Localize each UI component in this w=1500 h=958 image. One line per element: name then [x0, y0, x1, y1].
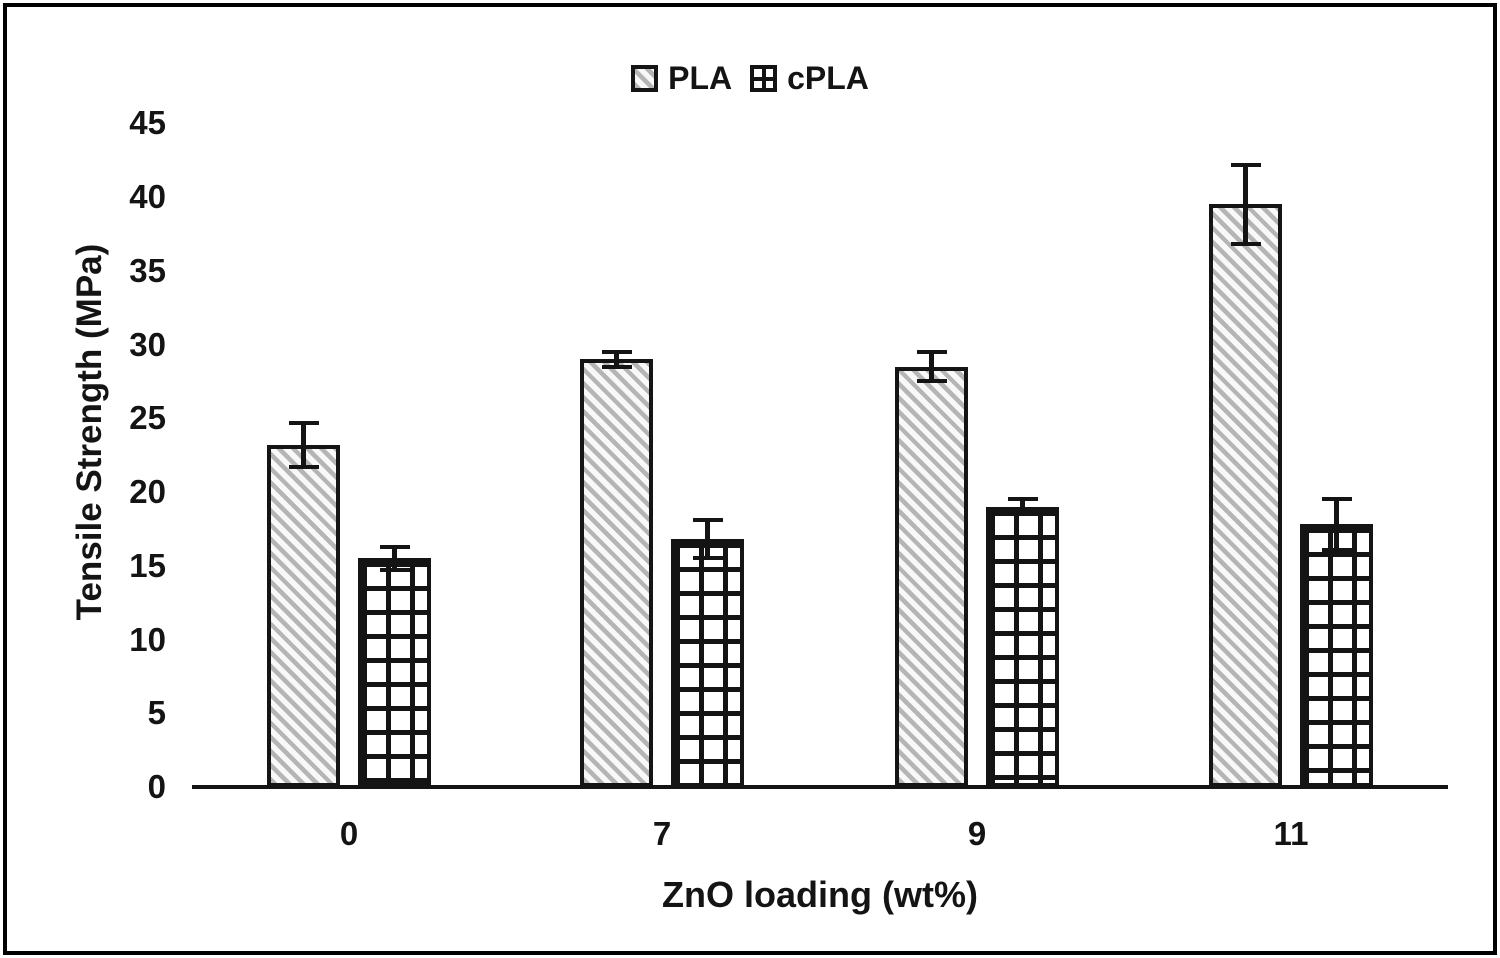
error-cap-top-cPLA-9 [1007, 497, 1038, 502]
error-bar-PLA-0 [301, 422, 306, 467]
error-cap-top-cPLA-7 [692, 518, 723, 523]
error-bar-PLA-7 [614, 351, 619, 367]
bar-PLA-11 [1209, 204, 1282, 787]
bar-cPLA-0 [358, 558, 431, 787]
error-cap-top-PLA-7 [601, 349, 632, 354]
error-cap-bottom-cPLA-11 [1321, 547, 1352, 552]
y-tick-label-5: 5 [147, 694, 166, 732]
error-cap-top-PLA-11 [1230, 162, 1261, 167]
error-bar-cPLA-7 [705, 520, 710, 559]
x-axis-title: ZnO loading (wt%) [662, 874, 978, 915]
error-cap-bottom-PLA-9 [916, 379, 947, 384]
error-cap-bottom-cPLA-9 [1007, 512, 1038, 517]
y-tick-label-35: 35 [129, 251, 166, 289]
legend-item-cpla: cPLA [750, 60, 869, 97]
legend-label-cpla: cPLA [787, 60, 869, 96]
error-cap-bottom-cPLA-0 [379, 568, 410, 573]
bar-cPLA-11 [1300, 524, 1373, 787]
error-cap-top-PLA-9 [916, 349, 947, 354]
cpla-grid-hatch-swatch-icon [750, 65, 778, 92]
y-tick-label-40: 40 [129, 178, 166, 215]
error-bar-cPLA-9 [1020, 499, 1025, 515]
legend: PLA cPLA [0, 60, 1500, 97]
legend-item-pla: PLA [631, 60, 732, 97]
error-cap-top-PLA-0 [288, 420, 319, 425]
y-tick-label-0: 0 [147, 768, 166, 805]
y-tick-label-30: 30 [129, 325, 166, 363]
pla-diagonal-hatch-swatch-icon [631, 65, 659, 92]
bar-PLA-0 [267, 444, 340, 787]
error-cap-top-cPLA-0 [379, 544, 410, 549]
error-cap-bottom-cPLA-7 [692, 556, 723, 561]
error-bar-cPLA-0 [392, 546, 397, 571]
y-tick-label-20: 20 [129, 473, 166, 510]
legend-label-pla: PLA [668, 60, 733, 96]
x-category-label-0: 0 [339, 815, 359, 852]
error-bar-cPLA-11 [1334, 499, 1339, 550]
bar-PLA-7 [580, 359, 653, 787]
error-cap-bottom-PLA-11 [1230, 242, 1261, 247]
error-cap-top-cPLA-11 [1321, 497, 1352, 502]
error-cap-bottom-PLA-7 [601, 364, 632, 369]
error-cap-bottom-PLA-0 [288, 464, 319, 469]
y-tick-label-45: 45 [129, 104, 166, 142]
y-tick-label-15: 15 [129, 546, 166, 584]
bar-cPLA-9 [986, 506, 1059, 787]
y-tick-label-25: 25 [129, 399, 166, 437]
error-bar-PLA-9 [929, 351, 934, 382]
x-axis-line [192, 785, 1448, 789]
bar-cPLA-7 [671, 539, 744, 787]
error-bar-PLA-11 [1243, 164, 1248, 245]
y-tick-label-10: 10 [129, 620, 166, 658]
bar-PLA-9 [895, 366, 968, 787]
x-category-label-7: 7 [652, 815, 672, 852]
x-category-label-11: 11 [1273, 815, 1309, 852]
x-category-label-9: 9 [967, 815, 987, 852]
